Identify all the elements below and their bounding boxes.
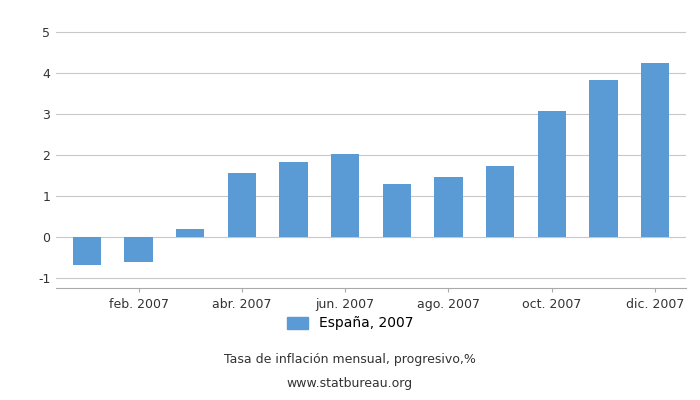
Bar [331, 154, 359, 237]
Legend: España, 2007: España, 2007 [281, 311, 419, 336]
Bar [279, 162, 308, 237]
Bar [589, 80, 617, 237]
Bar [228, 173, 256, 237]
Bar [538, 111, 566, 237]
Text: Tasa de inflación mensual, progresivo,%: Tasa de inflación mensual, progresivo,% [224, 354, 476, 366]
Bar [125, 237, 153, 262]
Bar [640, 63, 669, 237]
Bar [73, 237, 102, 266]
Bar [176, 229, 204, 237]
Bar [486, 166, 514, 237]
Bar [383, 184, 411, 237]
Text: www.statbureau.org: www.statbureau.org [287, 378, 413, 390]
Bar [434, 178, 463, 237]
